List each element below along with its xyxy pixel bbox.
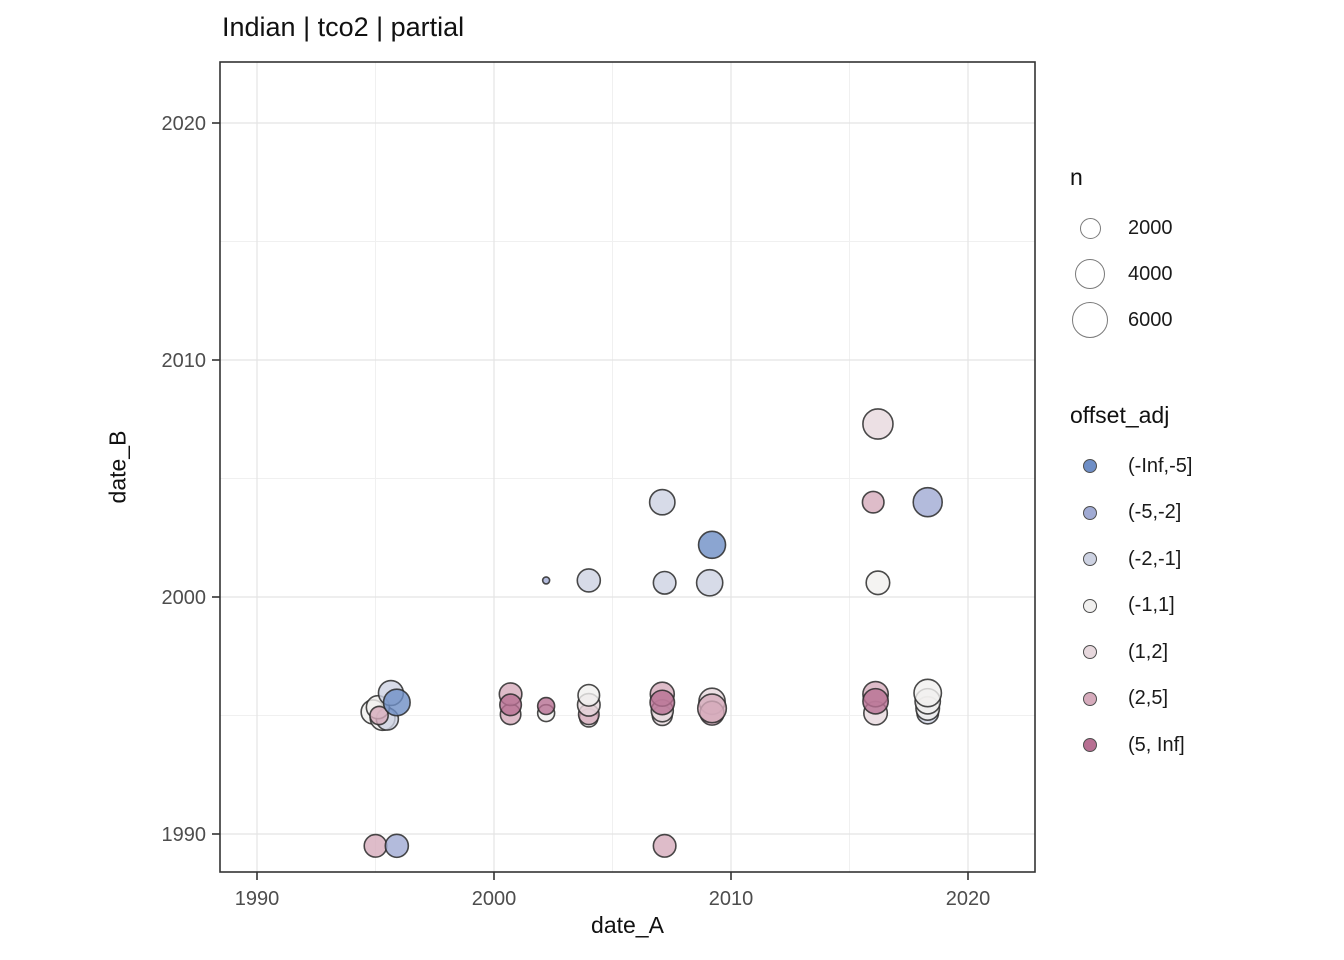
- size-circle-icon: [1079, 217, 1101, 239]
- color-legend-label: (5, Inf]: [1128, 733, 1185, 756]
- data-point: [499, 693, 523, 717]
- color-dot-icon: [1083, 738, 1097, 753]
- data-point: [369, 705, 389, 726]
- y-axis-title: date_B: [104, 430, 131, 504]
- color-legend-key-cell: [1068, 691, 1112, 706]
- data-point: [697, 530, 727, 560]
- color-legend-label: (-Inf,-5]: [1128, 454, 1193, 477]
- data-point: [652, 833, 677, 858]
- data-point: [695, 568, 724, 597]
- size-circle-icon: [1075, 259, 1105, 289]
- color-legend-item: (5, Inf]: [1068, 722, 1192, 769]
- color-legend-label: (-2,-1]: [1128, 547, 1182, 570]
- color-legend-key-cell: [1068, 738, 1112, 753]
- size-legend-item: 6000: [1068, 297, 1173, 343]
- data-point: [384, 833, 410, 859]
- size-legend-key-cell: [1068, 302, 1112, 338]
- color-legend-key-cell: [1068, 459, 1112, 474]
- color-legend-label: (-5,-2]: [1128, 501, 1182, 524]
- data-point: [652, 570, 677, 595]
- color-dot-icon: [1083, 505, 1097, 520]
- x-axis-title: date_A: [591, 912, 664, 938]
- color-legend-item: (-2,-1]: [1068, 536, 1192, 583]
- color-legend-item: (2,5]: [1068, 676, 1192, 723]
- plot-panel: [220, 62, 1035, 872]
- color-legend-key-cell: [1068, 598, 1112, 613]
- y-tick-label: 2020: [162, 113, 207, 135]
- color-legend-item: (-5,-2]: [1068, 490, 1192, 537]
- data-point: [577, 683, 601, 707]
- color-dot-icon: [1083, 645, 1097, 660]
- data-point: [541, 576, 551, 585]
- color-dot-icon: [1083, 459, 1097, 474]
- color-dot-icon: [1083, 598, 1097, 613]
- panel-border: [219, 61, 1036, 873]
- size-legend-item: 2000: [1068, 205, 1173, 251]
- color-dot-icon: [1083, 691, 1097, 706]
- data-point: [648, 488, 676, 516]
- y-tick-label: 2010: [162, 350, 207, 372]
- x-tick-label: 2020: [946, 888, 991, 910]
- data-point: [536, 696, 556, 716]
- x-tick-label: 2000: [472, 888, 517, 910]
- color-legend-item: (-1,1]: [1068, 583, 1192, 630]
- data-point: [862, 687, 890, 715]
- data-point: [861, 490, 885, 514]
- color-legend-label: (1,2]: [1128, 640, 1169, 663]
- data-point: [696, 693, 728, 724]
- color-legend-item: (-Inf,-5]: [1068, 443, 1192, 490]
- data-point: [576, 568, 602, 593]
- color-legend-rows: (-Inf,-5] (-5,-2] (-2,-1] (-1,1] (1,2] (2,5] (…: [1068, 443, 1192, 769]
- x-tick-label: 1990: [235, 888, 280, 910]
- data-point: [912, 486, 943, 518]
- data-point: [382, 688, 411, 717]
- color-dot-icon: [1083, 552, 1097, 567]
- size-legend-label: 6000: [1128, 308, 1173, 331]
- y-tick-label: 1990: [162, 824, 207, 846]
- data-point: [363, 833, 388, 858]
- size-legend-title: n: [1070, 164, 1083, 190]
- size-legend-label: 2000: [1128, 216, 1173, 239]
- color-legend-item: (1,2]: [1068, 629, 1192, 676]
- y-tick-label: 2000: [162, 587, 207, 609]
- size-legend-key-cell: [1068, 217, 1112, 239]
- data-point: [649, 689, 676, 716]
- color-legend-key-cell: [1068, 505, 1112, 520]
- color-legend-label: (-1,1]: [1128, 594, 1175, 617]
- x-tick-label: 2010: [709, 888, 754, 910]
- color-legend-title: offset_adj: [1070, 402, 1170, 428]
- color-legend-label: (2,5]: [1128, 687, 1169, 710]
- chart-title: Indian | tco2 | partial: [222, 12, 465, 42]
- color-legend-key-cell: [1068, 645, 1112, 660]
- size-legend-item: 4000: [1068, 251, 1173, 297]
- size-legend-key-cell: [1068, 259, 1112, 289]
- data-point: [862, 408, 894, 440]
- color-legend-key-cell: [1068, 552, 1112, 567]
- size-legend: n 2000 4000 6000: [1068, 164, 1173, 343]
- data-point: [865, 570, 891, 596]
- size-legend-label: 4000: [1128, 262, 1173, 285]
- size-legend-rows: 2000 4000 6000: [1068, 205, 1173, 343]
- color-legend: offset_adj (-Inf,-5] (-5,-2] (-2,-1] (-1,1]…: [1068, 402, 1192, 769]
- data-point: [913, 678, 943, 708]
- size-circle-icon: [1072, 302, 1108, 338]
